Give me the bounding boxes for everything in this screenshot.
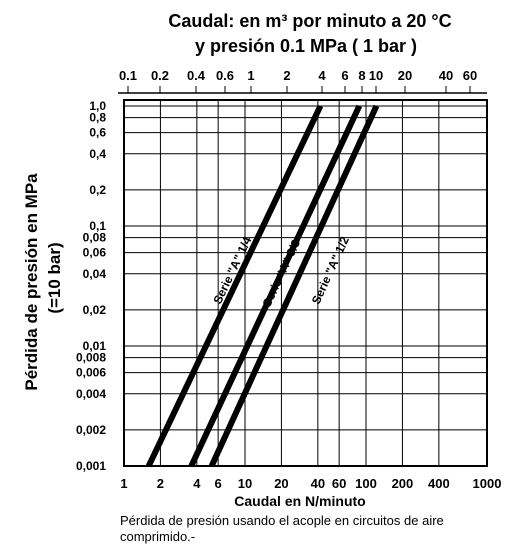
chart-caption: Pérdida de presión usando el acople en c… <box>120 513 444 544</box>
x2-tick-label-0: 0.1 <box>119 68 137 83</box>
x-tick-label-6: 40 <box>311 476 325 491</box>
x-tick-label-0: 1 <box>120 476 127 491</box>
x-tick-label-4: 10 <box>238 476 252 491</box>
grid <box>123 100 488 467</box>
y-tick-label-12: 0,006 <box>76 366 106 380</box>
plot-frame <box>123 99 488 467</box>
x2-tick-label-4: 1 <box>247 68 254 83</box>
x2-tick-label-8: 8 <box>358 68 365 83</box>
y-tick-label-0: 1,0 <box>89 99 106 113</box>
series-line-1 <box>188 104 363 468</box>
y-tick-label-15: 0,001 <box>76 459 106 473</box>
x2-tick-label-3: 0.6 <box>216 68 234 83</box>
y-axis-label: Pérdida de presión en MPa <box>22 173 41 391</box>
y-tick-label-14: 0,002 <box>76 423 106 437</box>
x-tick-label-11: 1000 <box>473 476 502 491</box>
y-tick-label-8: 0,04 <box>83 267 107 281</box>
x2-tick-label-5: 2 <box>283 68 290 83</box>
x-tick-label-2: 4 <box>193 476 201 491</box>
chart-subtitle: y presión 0.1 MPa ( 1 bar ) <box>195 36 417 56</box>
x2-tick-label-10: 20 <box>398 68 412 83</box>
y-tick-label-10: 0,01 <box>83 339 107 353</box>
x-tick-label-3: 6 <box>215 476 222 491</box>
x-tick-label-5: 20 <box>274 476 288 491</box>
x2-tick-label-12: 60 <box>463 68 477 83</box>
y-tick-label-13: 0,004 <box>76 387 106 401</box>
y-tick-label-9: 0,02 <box>83 303 107 317</box>
series-line-2 <box>208 104 380 468</box>
x-tick-label-1: 2 <box>157 476 164 491</box>
y-tick-label-11: 0,008 <box>76 351 106 365</box>
bottom-axis-ticks: 1 2 4 6 10 20 40 60 100 200 400 1000 <box>120 476 501 491</box>
y-tick-label-6: 0,08 <box>83 231 107 245</box>
x2-tick-label-1: 0.2 <box>151 68 169 83</box>
y-axis-ticks: 1,00,80,60,40,20,10,080,060,040,020,010,… <box>76 99 106 473</box>
x-tick-label-7: 60 <box>332 476 346 491</box>
x2-tick-label-2: 0.4 <box>187 68 206 83</box>
y-tick-label-5: 0,1 <box>89 219 106 233</box>
y-tick-label-3: 0,4 <box>89 147 106 161</box>
x-tick-label-8: 100 <box>355 476 377 491</box>
x2-tick-label-11: 40 <box>439 68 453 83</box>
y-tick-label-7: 0,06 <box>83 246 107 260</box>
x-axis-label: Caudal en N/minuto <box>234 493 365 509</box>
pressure-loss-chart: Caudal: en m³ por minuto a 20 °C y presi… <box>22 11 501 509</box>
y-tick-label-2: 0,6 <box>89 126 106 140</box>
x2-tick-label-7: 6 <box>341 68 348 83</box>
series-line-0 <box>145 104 324 468</box>
x2-tick-label-9: 10 <box>369 68 383 83</box>
x-tick-label-10: 400 <box>428 476 450 491</box>
chart-title: Caudal: en m³ por minuto a 20 °C <box>168 11 451 31</box>
x2-tick-label-6: 4 <box>318 68 326 83</box>
series-lines <box>145 104 380 468</box>
top-axis-ticks: 0.1 0.2 0.4 0.6 1 2 4 6 8 10 20 40 60 <box>118 68 487 94</box>
y-axis-label-secondary: (=10 bar) <box>45 242 64 313</box>
y-tick-label-1: 0,8 <box>89 111 106 125</box>
y-tick-label-4: 0,2 <box>89 183 106 197</box>
x-tick-label-9: 200 <box>392 476 414 491</box>
